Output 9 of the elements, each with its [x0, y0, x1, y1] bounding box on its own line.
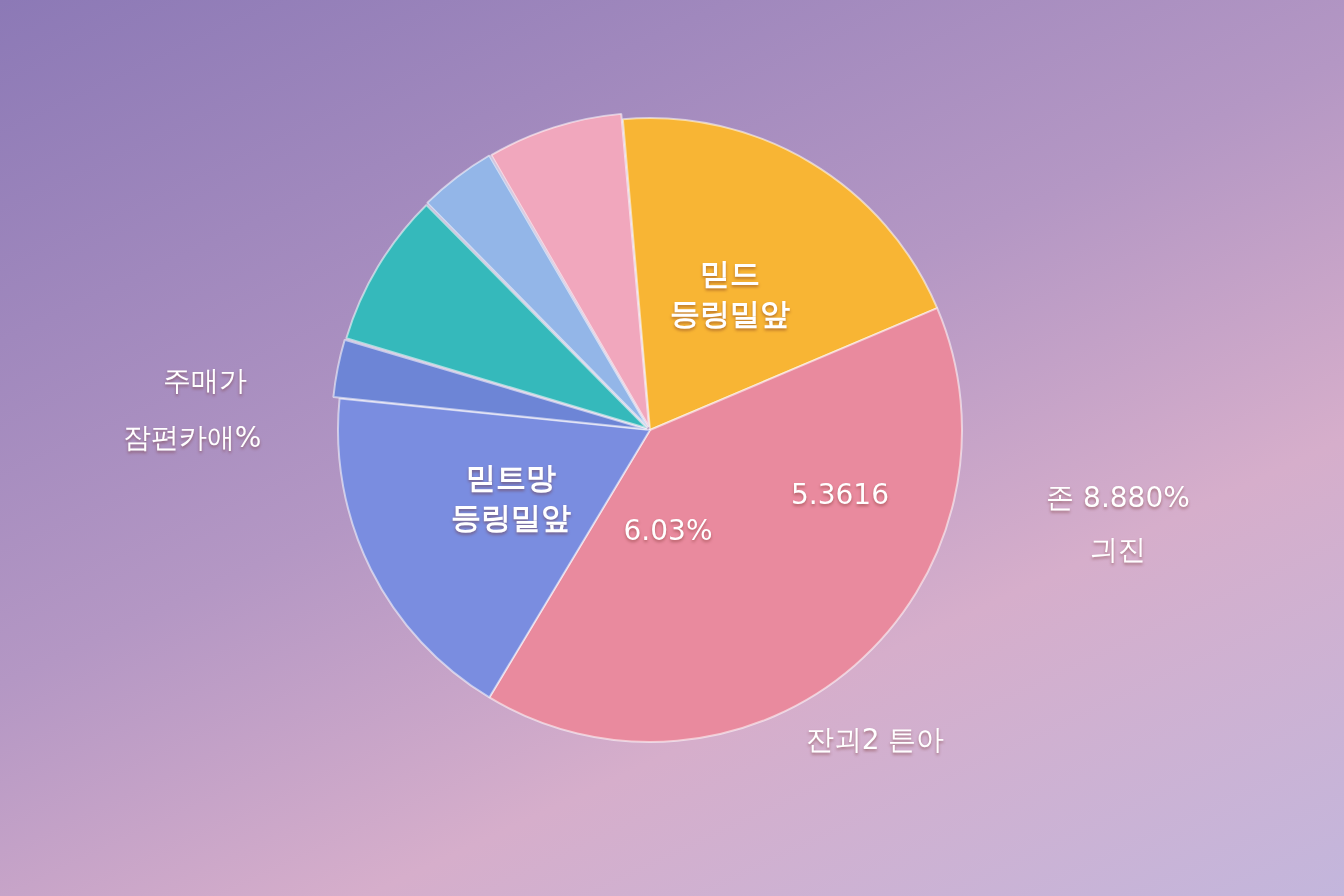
text: 주매가: [163, 364, 247, 398]
slice-label: 믿트망 등링밀앞: [450, 459, 571, 535]
text: 잔괴2 튼아: [805, 723, 945, 757]
text: 5.3616: [791, 478, 889, 512]
text: 6.03%: [623, 514, 713, 548]
slice-label: 믿드 등링밀앞: [670, 256, 791, 332]
text: 잠편카애%: [122, 421, 262, 455]
text: 긔진: [1090, 533, 1146, 567]
text: 존 8.880%: [1046, 481, 1190, 515]
